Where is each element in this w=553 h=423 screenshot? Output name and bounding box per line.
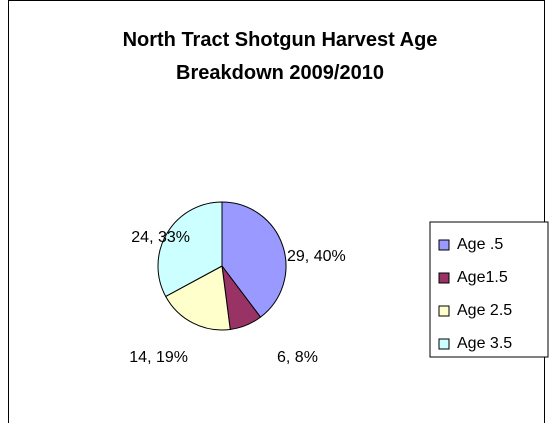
pie-slice bbox=[157, 201, 223, 298]
data-label: 14, 19% bbox=[129, 349, 188, 366]
data-label: 6, 8% bbox=[277, 349, 318, 366]
data-label: 24, 33% bbox=[131, 229, 190, 246]
legend-label: Age 3.5 bbox=[457, 335, 512, 352]
chart-title: North Tract Shotgun Harvest Age Breakdow… bbox=[122, 29, 438, 84]
legend-label: Age .5 bbox=[457, 236, 503, 253]
legend-swatch bbox=[438, 272, 450, 284]
legend-swatch bbox=[438, 239, 450, 251]
data-label: 29, 40% bbox=[287, 248, 346, 265]
pie-slice bbox=[221, 201, 287, 318]
legend-label: Age1.5 bbox=[457, 269, 508, 286]
legend-box bbox=[429, 221, 549, 358]
chart-frame bbox=[8, 0, 545, 423]
legend-swatch bbox=[438, 305, 450, 317]
legend-swatch bbox=[438, 338, 450, 350]
pie-slice bbox=[165, 265, 231, 331]
legend-label: Age 2.5 bbox=[457, 302, 512, 319]
